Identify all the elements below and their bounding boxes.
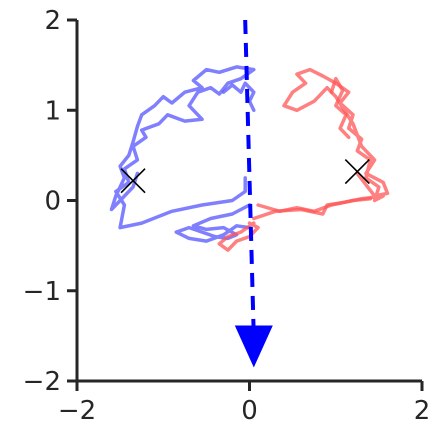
axis-ticks: −2 0 2 −2 −1 0 1 2 bbox=[23, 6, 431, 426]
trajectory-series-1 bbox=[174, 203, 252, 243]
trajectory-series-2 bbox=[221, 81, 256, 113]
trajectory-series-5 bbox=[256, 196, 373, 214]
trajectory-series-6 bbox=[329, 76, 351, 140]
trajectory-series-3 bbox=[252, 67, 390, 221]
y-tick-label: −1 bbox=[23, 277, 61, 307]
x-tick-label: −2 bbox=[58, 396, 96, 426]
x-marker-1 bbox=[344, 159, 370, 185]
trajectory-series-4 bbox=[217, 221, 260, 252]
arrow-shaft bbox=[243, 19, 256, 338]
y-tick-label: 1 bbox=[44, 96, 61, 126]
y-tick-label: 0 bbox=[44, 187, 61, 217]
y-tick-label: −2 bbox=[23, 367, 61, 397]
x-markers bbox=[120, 159, 370, 194]
series-layer bbox=[109, 65, 390, 252]
y-tick-label: 2 bbox=[44, 6, 61, 36]
x-tick-label: 2 bbox=[414, 396, 431, 426]
arrow-head bbox=[234, 325, 273, 368]
trajectory-series-0 bbox=[109, 65, 256, 230]
x-tick-label: 0 bbox=[241, 396, 258, 426]
direction-arrow bbox=[234, 19, 273, 368]
x-marker-0 bbox=[120, 168, 146, 194]
